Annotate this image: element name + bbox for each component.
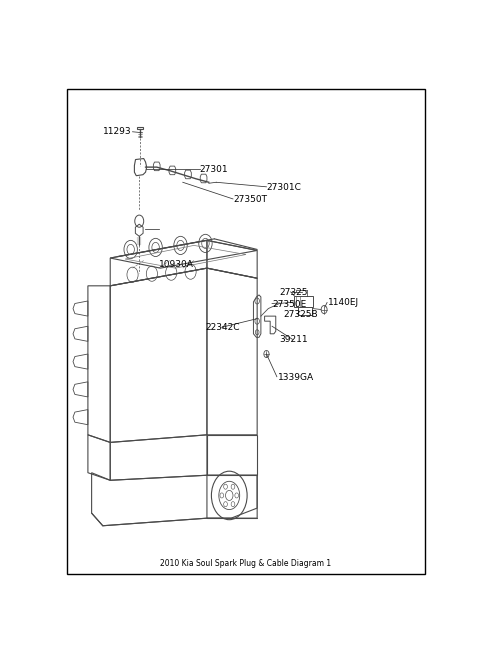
Text: 27301: 27301: [200, 165, 228, 174]
Text: 11293: 11293: [103, 127, 132, 136]
Text: 27350T: 27350T: [233, 195, 267, 205]
Text: 27301C: 27301C: [266, 183, 301, 192]
Text: 27350E: 27350E: [272, 300, 306, 309]
Text: 22342C: 22342C: [205, 323, 240, 332]
Text: 10930A: 10930A: [158, 260, 193, 269]
Text: 27325B: 27325B: [283, 310, 318, 319]
Text: 1339GA: 1339GA: [277, 373, 314, 382]
Text: 1140EJ: 1140EJ: [328, 298, 359, 308]
Text: 27325: 27325: [279, 289, 308, 297]
Text: 39211: 39211: [279, 335, 308, 344]
Text: 2010 Kia Soul Spark Plug & Cable Diagram 1: 2010 Kia Soul Spark Plug & Cable Diagram…: [160, 559, 332, 568]
